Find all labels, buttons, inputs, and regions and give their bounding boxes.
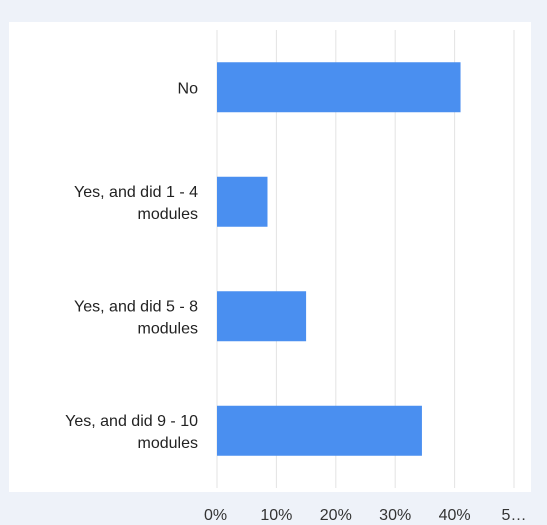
x-tick-label: 5… (502, 507, 527, 524)
category-label: Yes, and did 1 - 4 modules (74, 184, 198, 223)
category-label: Yes, and did 9 - 10 modules (65, 413, 198, 452)
category-label: No (178, 80, 199, 97)
category-labels: No Yes, and did 1 - 4 modules Yes, and did … (65, 80, 198, 452)
x-tick-label: 20% (320, 507, 352, 524)
x-tick-label: 0% (204, 507, 227, 524)
x-tick-label: 30% (379, 507, 411, 524)
bar (217, 176, 268, 227)
bar (217, 62, 461, 113)
category-label: Yes, and did 5 - 8 modules (74, 298, 198, 337)
x-tick-label: 10% (260, 507, 292, 524)
bar (217, 291, 307, 342)
bar (217, 405, 422, 456)
bars (217, 62, 461, 456)
x-axis-ticks: 0% 10% 20% 30% 40% 5… (204, 507, 526, 524)
x-tick-label: 40% (439, 507, 471, 524)
